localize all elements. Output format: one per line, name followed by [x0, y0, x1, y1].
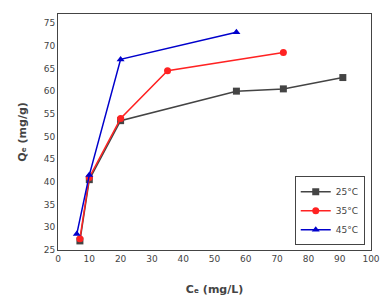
svg-text:60: 60 [44, 86, 56, 96]
svg-text:90: 90 [334, 254, 346, 264]
svg-text:10: 10 [84, 254, 96, 264]
svg-text:25°C: 25°C [336, 187, 358, 197]
svg-text:Qₑ (mg/g): Qₑ (mg/g) [16, 102, 29, 162]
svg-text:35: 35 [44, 200, 55, 210]
svg-text:70: 70 [44, 41, 56, 51]
svg-text:65: 65 [44, 64, 55, 74]
svg-text:70: 70 [271, 254, 283, 264]
svg-text:45: 45 [44, 154, 55, 164]
svg-text:50: 50 [209, 254, 221, 264]
svg-text:20: 20 [115, 254, 127, 264]
svg-text:55: 55 [44, 109, 55, 119]
svg-text:30: 30 [146, 254, 158, 264]
svg-text:45°C: 45°C [336, 225, 358, 235]
svg-text:25: 25 [44, 245, 55, 255]
svg-text:50: 50 [44, 132, 56, 142]
svg-text:35°C: 35°C [336, 206, 358, 216]
svg-text:40: 40 [44, 177, 56, 187]
svg-text:40: 40 [177, 254, 189, 264]
svg-text:80: 80 [303, 254, 315, 264]
svg-text:Cₑ (mg/L): Cₑ (mg/L) [186, 283, 244, 296]
svg-text:60: 60 [240, 254, 252, 264]
svg-text:0: 0 [55, 254, 61, 264]
svg-text:100: 100 [362, 254, 379, 264]
svg-text:30: 30 [44, 222, 56, 232]
svg-text:75: 75 [44, 18, 55, 28]
